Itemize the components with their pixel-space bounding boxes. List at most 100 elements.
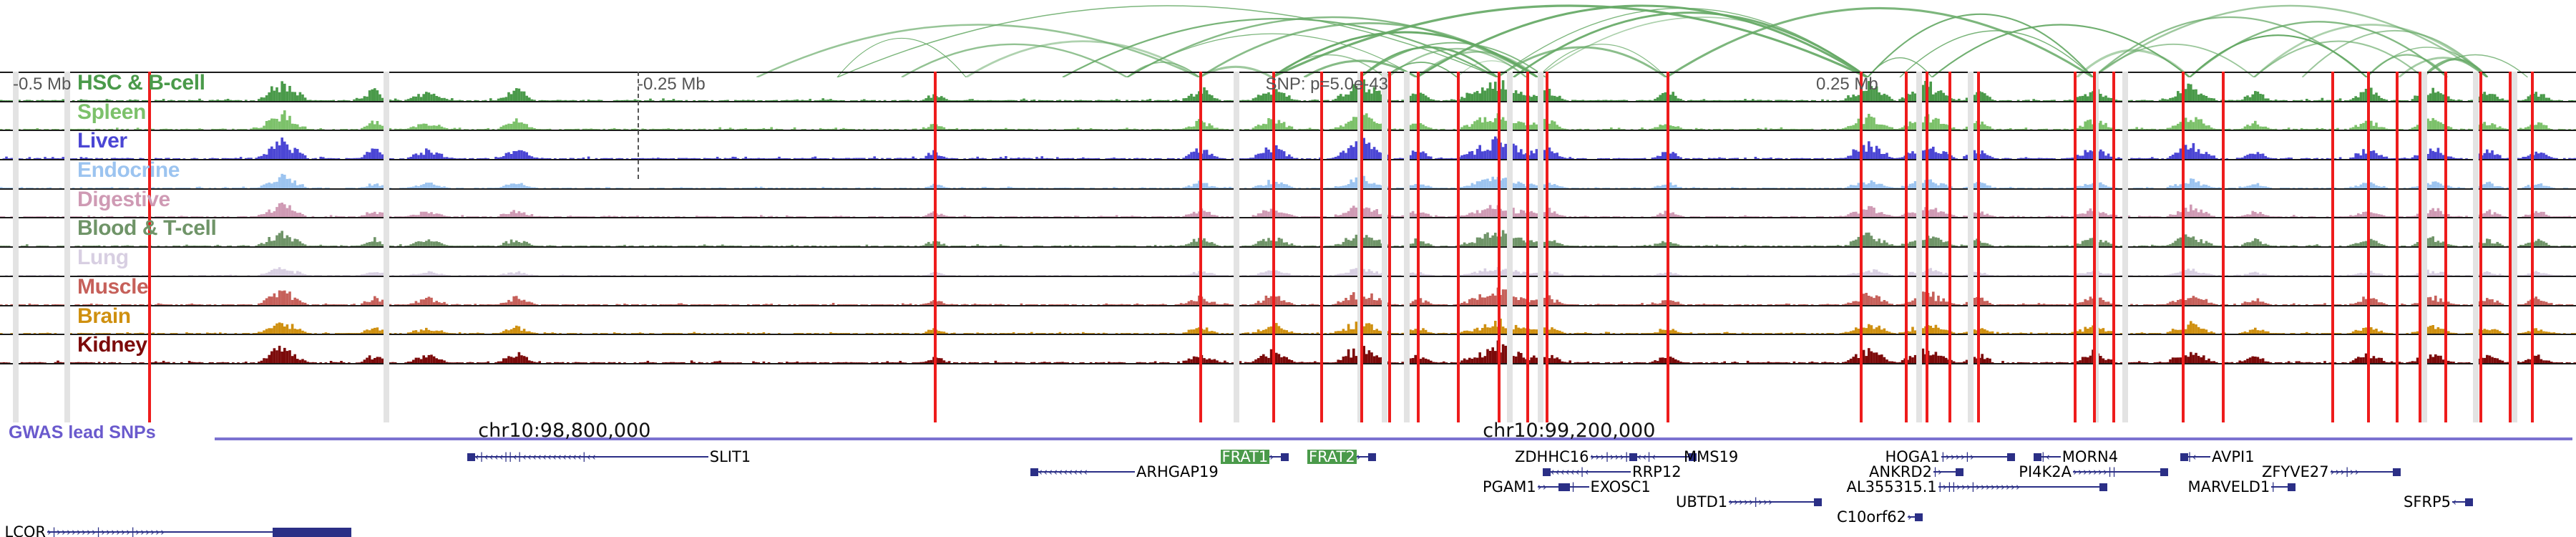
gene-body: ‹|‹‹‹‹||‹|‹‹‹‹‹‹‹‹‹‹‹‹|‹‹ bbox=[475, 452, 708, 462]
gene-end-cap bbox=[1543, 468, 1551, 476]
gene-annotation[interactable]: |‹MORN4 bbox=[2034, 450, 2119, 464]
signal-track: Kidney bbox=[0, 335, 2576, 364]
gene-end-cap bbox=[1030, 468, 1038, 476]
gene-annotation[interactable]: UBTD1›››››|››› bbox=[1674, 495, 1822, 509]
gene-end-cap bbox=[2099, 483, 2107, 491]
gene-body: › bbox=[1908, 512, 1915, 522]
gene-end-cap bbox=[2160, 468, 2168, 476]
gene-body: |› bbox=[1933, 467, 1956, 477]
gene-strand-arrows: ›››››|››› bbox=[1729, 497, 1814, 507]
gene-strand-arrows: |› bbox=[1933, 467, 1956, 477]
signal-track: Spleen bbox=[0, 102, 2576, 132]
gene-strand-arrows: |‹ bbox=[2041, 452, 2061, 462]
gene-body: ›››|›› bbox=[2331, 467, 2394, 477]
signal-track: Liver bbox=[0, 131, 2576, 160]
gene-label: ZDHHC16 bbox=[1513, 450, 1591, 464]
gene-strand-arrows: › bbox=[1908, 512, 1915, 522]
gene-end-cap bbox=[1814, 498, 1822, 506]
signal-profile bbox=[0, 132, 2576, 159]
gene-body: ‹‹|‹ bbox=[1637, 452, 1682, 462]
ruler-tick-label: -0.25 Mb bbox=[638, 74, 706, 95]
gene-annotation[interactable]: PGAM1 ›› bbox=[1481, 480, 1570, 494]
gene-body: | bbox=[2271, 482, 2288, 492]
gene-label: UBTD1 bbox=[1674, 495, 1729, 509]
gene-end-cap bbox=[467, 453, 475, 461]
gene-strand-arrows: ‹‹‹‹‹‹|‹ bbox=[1551, 467, 1631, 477]
gene-label: C10orf62 bbox=[1835, 510, 1908, 524]
gene-label: AVPI1 bbox=[2210, 450, 2256, 464]
gene-annotation[interactable]: ‹|‹‹‹‹||‹|‹‹‹‹‹‹‹‹‹‹‹‹|‹‹SLIT1 bbox=[467, 450, 753, 464]
gene-end-cap bbox=[1368, 453, 1376, 461]
gene-body: |››››|› bbox=[1941, 452, 2007, 462]
signal-track: Blood & T-cell bbox=[0, 218, 2576, 248]
gene-label: ZFYVE27 bbox=[2260, 465, 2331, 479]
signal-track: Lung bbox=[0, 248, 2576, 277]
gene-label: ANKRD2 bbox=[1868, 465, 1933, 479]
gene-label: LCOR bbox=[4, 525, 47, 537]
ruler-tick-label: -0.5 Mb bbox=[13, 74, 71, 95]
gene-annotation[interactable]: ZFYVE27›››|›› bbox=[2260, 465, 2401, 479]
gene-body: ›››››|››› bbox=[1729, 497, 1814, 507]
gene-label: SLIT1 bbox=[708, 450, 752, 464]
gene-strand-arrows: ›››››››|| bbox=[2073, 467, 2160, 477]
gene-annotation[interactable]: SFRP5 ‹ bbox=[2402, 495, 2473, 509]
gene-annotation[interactable]: HOGA1|››››|› bbox=[1884, 450, 2016, 464]
gene-annotation[interactable]: |‹AVPI1 bbox=[2180, 450, 2256, 464]
gene-strand-arrows: ‹| bbox=[1566, 482, 1589, 492]
signal-profile bbox=[0, 219, 2576, 246]
gene-end-cap bbox=[2034, 453, 2041, 461]
signal-profile bbox=[0, 248, 2576, 276]
gene-annotation[interactable]: ‹|EXOSC1 bbox=[1558, 480, 1652, 494]
gene-body: ›››››››|| bbox=[2073, 467, 2160, 477]
gene-annotation[interactable]: ‹‹‹‹‹‹‹‹‹‹ARHGAP19 bbox=[1030, 465, 1220, 479]
gene-strand-arrows: ‹‹|‹ bbox=[1637, 452, 1682, 462]
gene-body: ‹‹‹‹‹‹‹‹‹‹ bbox=[1038, 467, 1135, 477]
gene-annotation[interactable]: ANKRD2|› bbox=[1868, 465, 1963, 479]
genomic-coordinate-label: chr10:98,800,000 bbox=[478, 420, 650, 442]
gene-body: ›|››››››››|››››››|›››››› bbox=[47, 527, 273, 537]
gene-label: HOGA1 bbox=[1884, 450, 1941, 464]
signal-profile bbox=[0, 102, 2576, 130]
gene-exon-block bbox=[273, 528, 351, 537]
gene-label: MARVELD1 bbox=[2187, 480, 2272, 494]
gene-end-cap bbox=[2180, 453, 2188, 461]
genomic-coordinate-label: chr10:99,200,000 bbox=[1483, 420, 1655, 442]
gene-label: FRAT2 bbox=[1307, 450, 1357, 464]
gene-end-cap bbox=[2007, 453, 2015, 461]
gene-annotation[interactable]: FRAT2 › bbox=[1307, 450, 1376, 464]
gene-body: |›||›››|››››››››› bbox=[1938, 482, 2099, 492]
gene-body: ‹‹‹‹‹‹|‹ bbox=[1551, 467, 1631, 477]
gene-end-cap bbox=[1915, 513, 1923, 521]
gene-end-cap bbox=[1281, 453, 1289, 461]
gene-strand-arrows: ›››|›› bbox=[2331, 467, 2394, 477]
gene-body: › bbox=[1357, 452, 1368, 462]
gene-annotation[interactable]: ‹‹‹‹‹‹|‹RRP12 bbox=[1543, 465, 1683, 479]
gene-annotation[interactable]: ‹‹|‹MMS19 bbox=[1629, 450, 1740, 464]
gene-annotation[interactable]: C10orf62 › bbox=[1835, 510, 1923, 524]
signal-track: Muscle bbox=[0, 277, 2576, 306]
signal-track: Digestive bbox=[0, 190, 2576, 219]
gwas-lead-snps-row: GWAS lead SNPs chr10:98,800,000 chr10:99,… bbox=[0, 422, 2576, 450]
gene-strand-arrows: |‹ bbox=[2188, 452, 2211, 462]
gene-label: ARHGAP19 bbox=[1135, 465, 1220, 479]
genome-browser-page: HSC & B-cell Spleen Liver Endocrine Digestiv… bbox=[0, 0, 2576, 537]
gene-end-cap bbox=[1558, 483, 1566, 491]
gene-label: AL355315.1 bbox=[1845, 480, 1938, 494]
gene-body: ‹ bbox=[2452, 497, 2465, 507]
gene-label: PI4K2A bbox=[2017, 465, 2073, 479]
gene-label: PGAM1 bbox=[1481, 480, 1538, 494]
gene-annotation[interactable]: MARVELD1| bbox=[2187, 480, 2296, 494]
gwas-lead-snps-label: GWAS lead SNPs bbox=[9, 422, 156, 443]
arc-svg bbox=[0, 0, 2576, 77]
gene-label: RRP12 bbox=[1631, 465, 1683, 479]
gene-annotation[interactable]: AL355315.1|›||›››|››››››››› bbox=[1845, 480, 2107, 494]
gene-end-cap bbox=[1629, 453, 1637, 461]
signal-profile bbox=[0, 336, 2576, 363]
gene-end-cap bbox=[2288, 483, 2296, 491]
gene-annotation[interactable]: PI4K2A›››››››|| bbox=[2017, 465, 2167, 479]
gene-end-cap bbox=[2393, 468, 2401, 476]
signal-track: Endocrine bbox=[0, 160, 2576, 190]
gene-annotation[interactable]: FRAT1 › bbox=[1221, 450, 1289, 464]
gene-annotation[interactable]: LCOR›|››››››››|››››››|›››››› bbox=[4, 525, 351, 537]
snp-pvalue-annotation: SNP: p=5.0e-43 bbox=[1266, 74, 1388, 95]
